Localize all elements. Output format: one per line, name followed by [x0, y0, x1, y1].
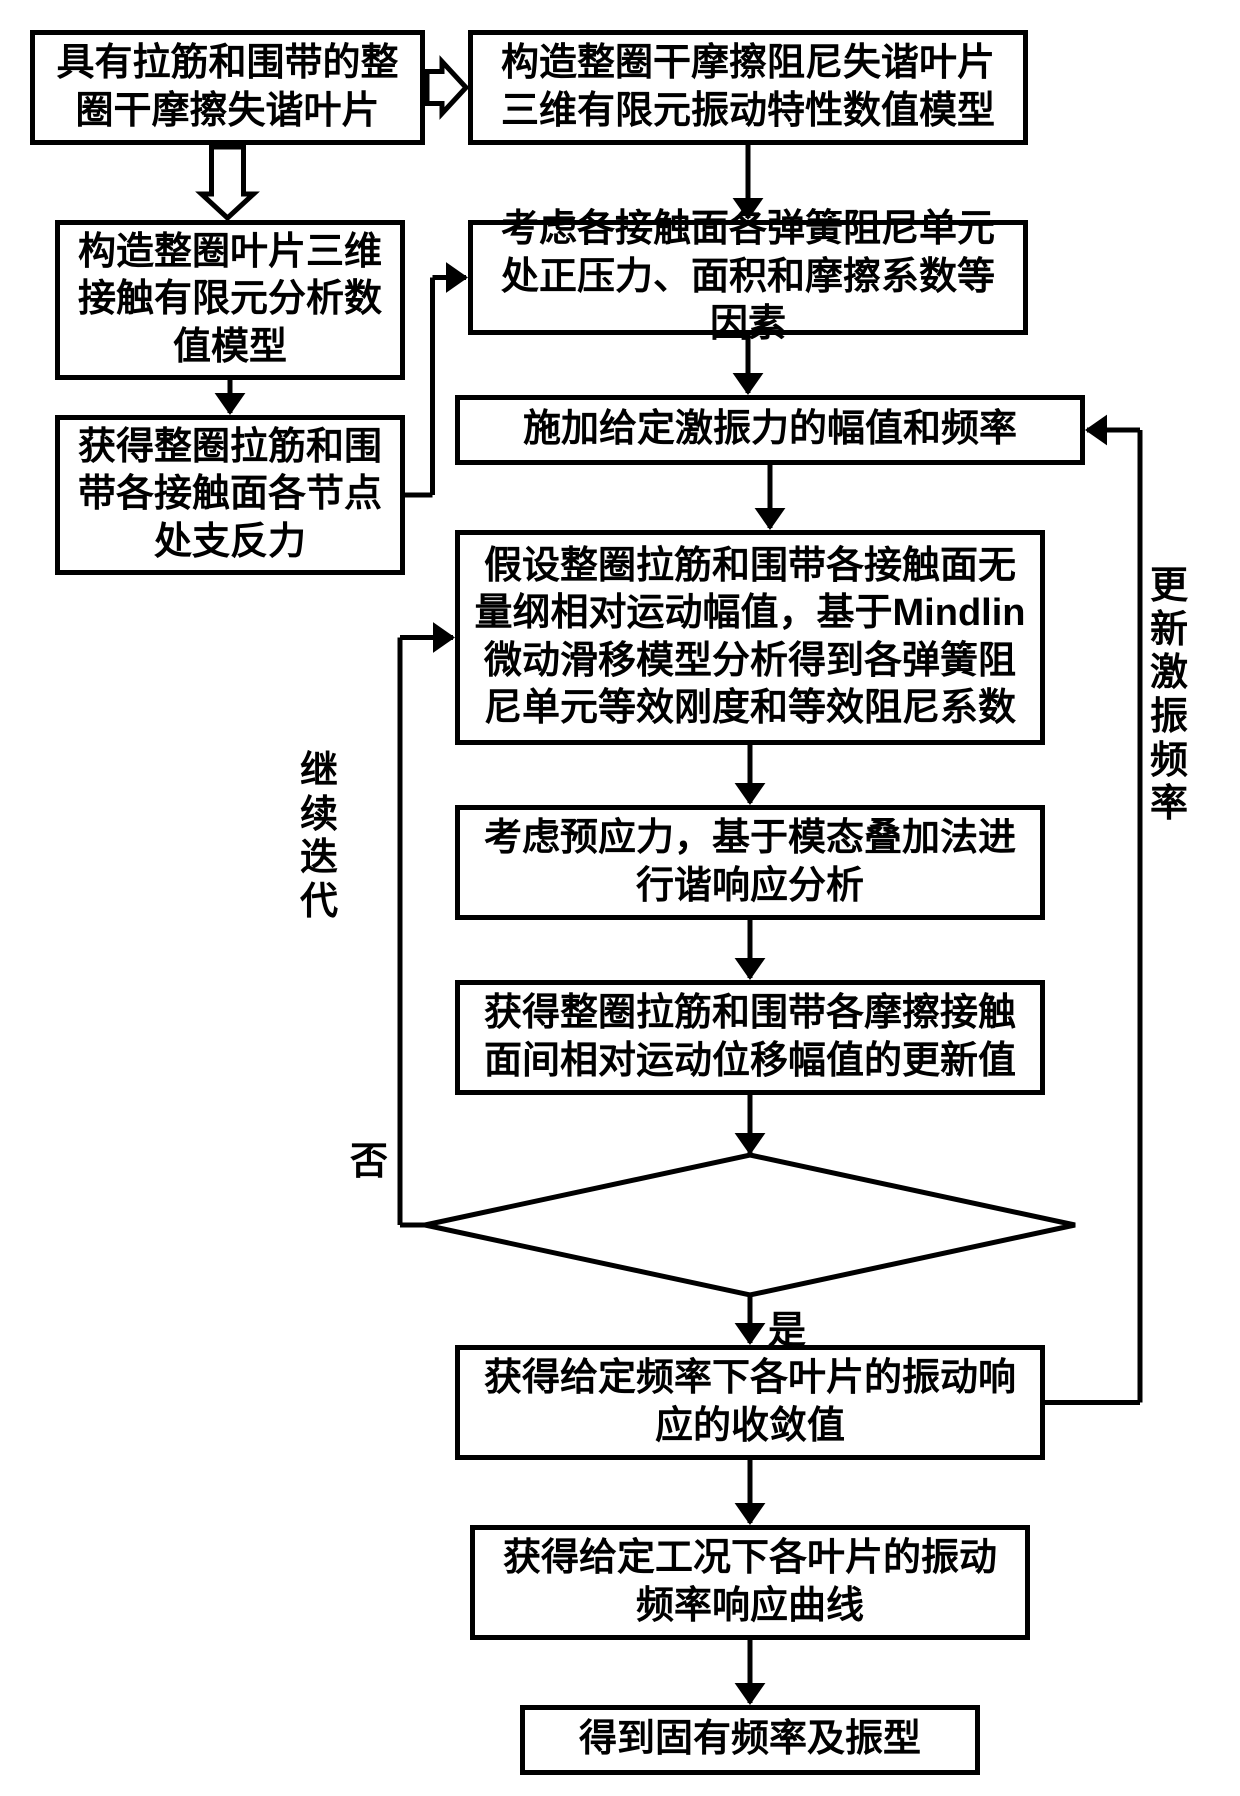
node-n5-text: 获得整圈拉筋和围带各接触面各节点处支反力	[72, 424, 388, 567]
node-n2: 构造整圈干摩擦阻尼失谐叶片三维有限元振动特性数值模型	[468, 30, 1028, 145]
node-n9: 获得整圈拉筋和围带各摩擦接触面间相对运动位移幅值的更新值	[455, 980, 1045, 1095]
node-n2-text: 构造整圈干摩擦阻尼失谐叶片三维有限元振动特性数值模型	[485, 40, 1011, 135]
node-n10-text: 与上次计算值对比是否收敛	[485, 1201, 1015, 1256]
node-n6-text: 施加给定激振力的幅值和频率	[523, 406, 1017, 454]
node-n11-text: 获得给定频率下各叶片的振动响应的收敛值	[472, 1355, 1028, 1450]
node-n9-text: 获得整圈拉筋和围带各摩擦接触面间相对运动位移幅值的更新值	[472, 990, 1028, 1085]
node-n1-text: 具有拉筋和围带的整圈干摩擦失谐叶片	[47, 40, 408, 135]
flowchart-canvas: 具有拉筋和围带的整圈干摩擦失谐叶片 构造整圈干摩擦阻尼失谐叶片三维有限元振动特性…	[0, 0, 1240, 1796]
label-yes: 是	[768, 1299, 806, 1354]
node-n11: 获得给定频率下各叶片的振动响应的收敛值	[455, 1345, 1045, 1460]
node-n3-text: 构造整圈叶片三维接触有限元分析数值模型	[72, 229, 388, 372]
node-n13-text: 得到固有频率及振型	[579, 1716, 921, 1764]
node-n4-text: 考虑各接触面各弹簧阻尼单元处正压力、面积和摩擦系数等因素	[485, 206, 1011, 349]
node-n8: 考虑预应力，基于模态叠加法进行谐响应分析	[455, 805, 1045, 920]
node-n1: 具有拉筋和围带的整圈干摩擦失谐叶片	[30, 30, 425, 145]
node-n5: 获得整圈拉筋和围带各接触面各节点处支反力	[55, 415, 405, 575]
label-update-frequency: 更新激振频率	[1150, 565, 1188, 827]
node-n6: 施加给定激振力的幅值和频率	[455, 395, 1085, 465]
label-continue-iteration: 继续迭代	[300, 750, 338, 925]
node-n12: 获得给定工况下各叶片的振动频率响应曲线	[470, 1525, 1030, 1640]
node-n3: 构造整圈叶片三维接触有限元分析数值模型	[55, 220, 405, 380]
node-n12-text: 获得给定工况下各叶片的振动频率响应曲线	[487, 1535, 1013, 1630]
node-n13: 得到固有频率及振型	[520, 1705, 980, 1775]
node-n8-text: 考虑预应力，基于模态叠加法进行谐响应分析	[472, 815, 1028, 910]
node-n4: 考虑各接触面各弹簧阻尼单元处正压力、面积和摩擦系数等因素	[468, 220, 1028, 335]
label-no: 否	[350, 1130, 388, 1185]
node-n7: 假设整圈拉筋和围带各接触面无量纲相对运动幅值，基于Mindlin微动滑移模型分析…	[455, 530, 1045, 745]
node-n7-text: 假设整圈拉筋和围带各接触面无量纲相对运动幅值，基于Mindlin微动滑移模型分析…	[472, 543, 1028, 733]
